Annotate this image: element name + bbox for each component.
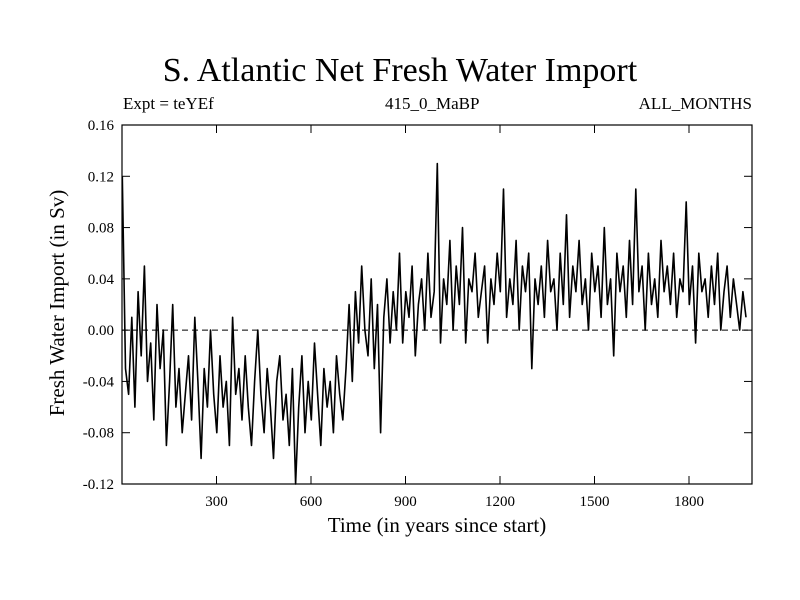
x-tick-label: 300 — [205, 494, 228, 510]
y-tick-label: 0.08 — [88, 221, 114, 237]
months-label: ALL_MONTHS — [638, 94, 752, 113]
x-tick-label: 900 — [394, 494, 417, 510]
chart-title: S. Atlantic Net Fresh Water Import — [162, 52, 638, 89]
x-axis-ticks: 300 600 900 1200 1500 1800 — [205, 125, 704, 510]
x-tick-label: 1800 — [674, 494, 704, 510]
y-tick-label: 0.12 — [88, 169, 114, 185]
experiment-label: Expt = teYEf — [123, 94, 214, 113]
x-tick-label: 600 — [300, 494, 323, 510]
plot-frame — [121, 124, 753, 485]
y-tick-label: -0.12 — [83, 477, 114, 493]
y-tick-label: 0.16 — [88, 118, 115, 134]
x-tick-label: 1500 — [580, 494, 610, 510]
y-axis-ticks: -0.12 -0.08 -0.04 0.00 0.04 0.08 0.12 0.16 — [83, 118, 752, 493]
x-tick-label: 1200 — [485, 494, 515, 510]
fresh-water-import-series — [121, 162, 747, 485]
y-tick-label: 0.00 — [88, 323, 114, 339]
y-tick-label: -0.04 — [83, 374, 115, 390]
x-axis-label: Time (in years since start) — [328, 513, 547, 537]
y-axis-label: Fresh Water Import (in Sv) — [45, 190, 69, 417]
period-label: 415_0_MaBP — [385, 94, 480, 113]
y-tick-label: 0.04 — [88, 272, 115, 288]
y-tick-label: -0.08 — [83, 426, 114, 442]
